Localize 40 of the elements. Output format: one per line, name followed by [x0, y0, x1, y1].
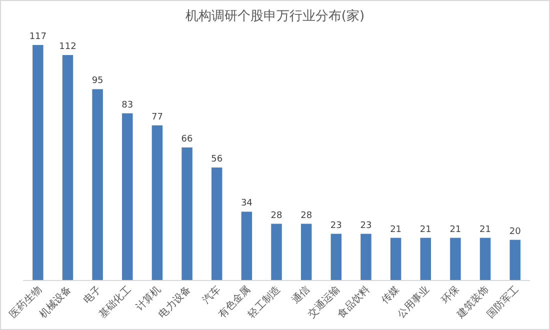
- bar: [510, 240, 520, 280]
- data-label: 21: [420, 224, 432, 235]
- data-label: 28: [300, 210, 312, 221]
- x-tick-label: 传媒: [380, 284, 402, 306]
- data-label: 21: [450, 224, 462, 235]
- bar: [360, 234, 372, 280]
- data-label: 83: [122, 100, 134, 110]
- data-label: 66: [181, 134, 194, 144]
- data-label: 34: [240, 198, 253, 209]
- bar: [32, 45, 44, 280]
- data-label: 28: [270, 210, 282, 221]
- data-label: 77: [151, 112, 163, 122]
- bar: [211, 168, 222, 280]
- bar: [480, 238, 491, 280]
- chart-title: 机构调研个股申万行业分布(家): [185, 8, 365, 24]
- bar: [241, 212, 252, 280]
- bar: [450, 238, 461, 280]
- x-tick-label: 电子: [81, 284, 104, 306]
- bar: [420, 238, 431, 280]
- bar: [300, 224, 312, 280]
- bar: [390, 238, 402, 280]
- x-tick-label: 通信: [290, 284, 312, 306]
- bar: [271, 224, 282, 280]
- data-label: 117: [29, 32, 47, 42]
- data-label: 23: [360, 220, 372, 231]
- data-label: 95: [92, 76, 104, 86]
- bar: [62, 55, 74, 280]
- data-label: 56: [211, 154, 223, 165]
- bar: [122, 113, 133, 280]
- bar: [330, 234, 342, 280]
- data-label: 21: [480, 224, 491, 235]
- bar: [152, 125, 163, 280]
- bar: [92, 89, 103, 280]
- bar: [182, 147, 192, 280]
- data-label: 23: [330, 220, 342, 231]
- data-label: 112: [59, 42, 76, 52]
- data-label: 21: [390, 224, 402, 235]
- x-tick-label: 汽车: [200, 284, 223, 306]
- x-tick-label: 环保: [440, 284, 462, 306]
- data-label: 20: [509, 226, 522, 237]
